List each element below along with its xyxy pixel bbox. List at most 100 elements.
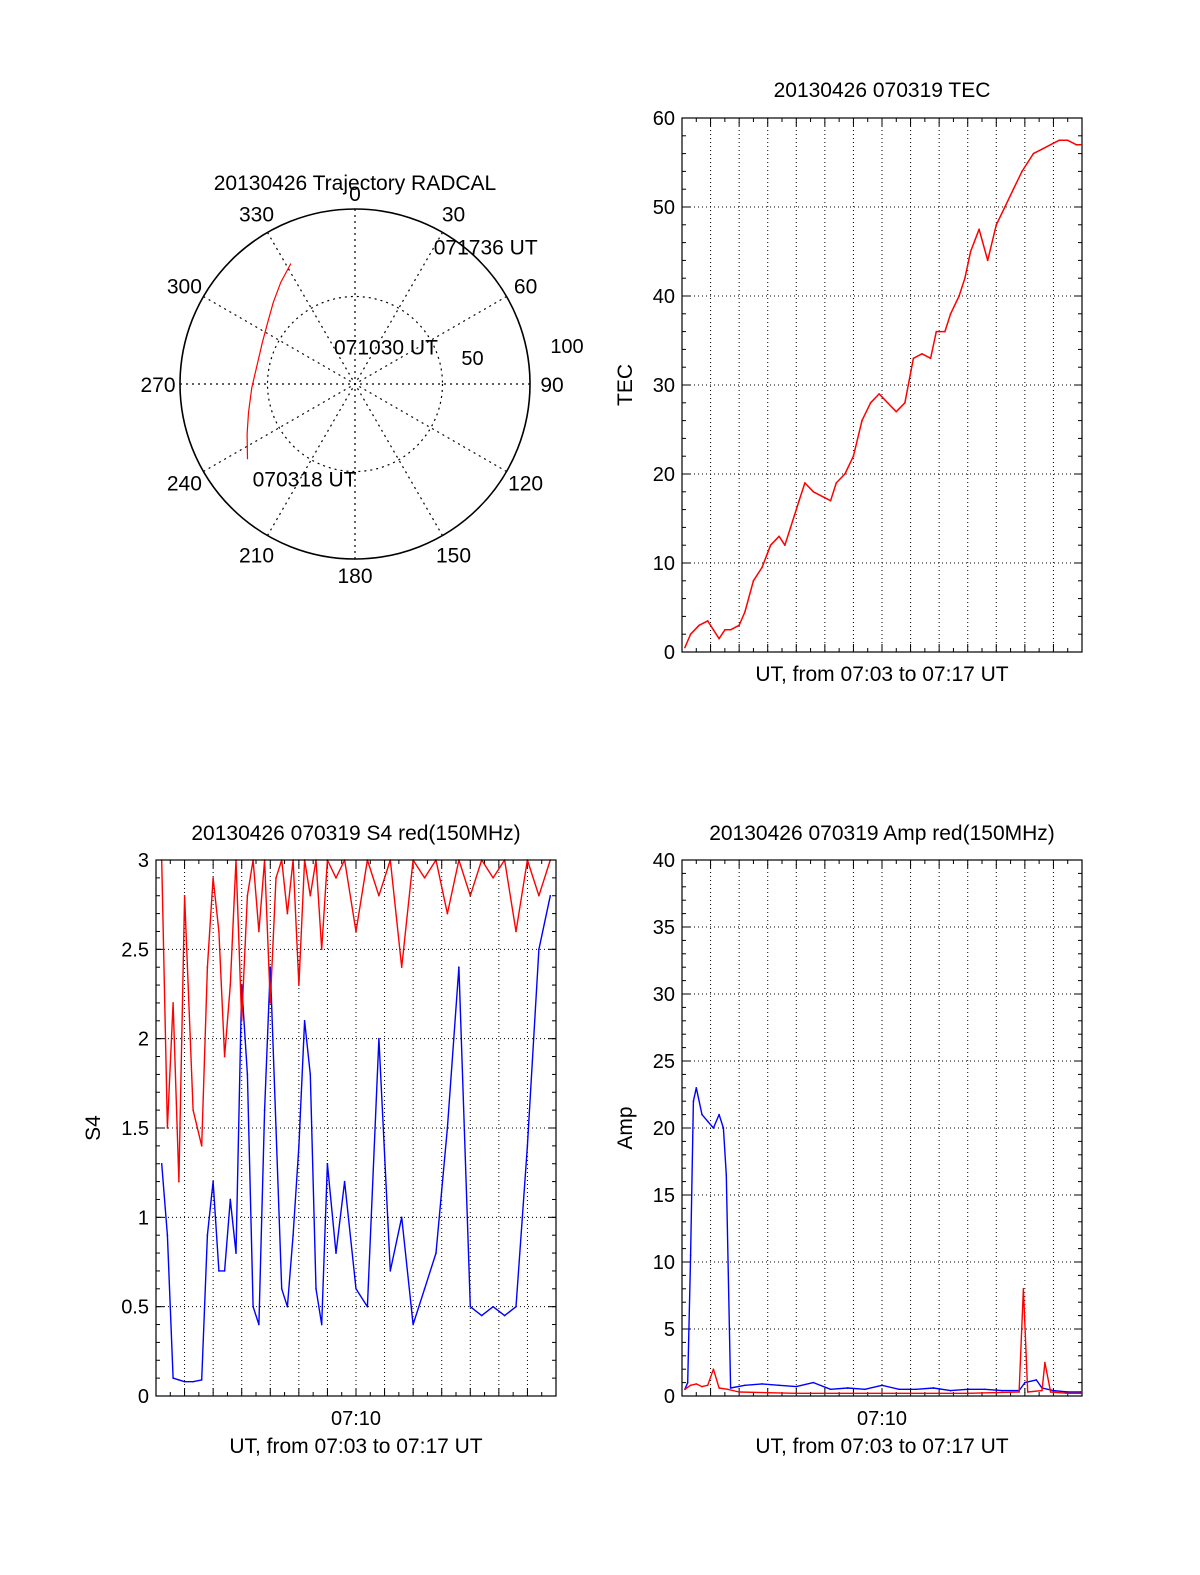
s4-point — [480, 1314, 483, 1317]
s4-point — [423, 877, 426, 879]
amp-point — [778, 1384, 780, 1387]
tec-panel — [681, 117, 1083, 653]
s4-point — [212, 877, 214, 879]
s4-point — [526, 1145, 529, 1147]
s4-point — [309, 894, 312, 897]
tec-frame — [681, 117, 1083, 653]
s4-ytick-label: 0.5 — [121, 1297, 149, 1319]
amp-point — [1049, 1391, 1052, 1393]
amp-point — [686, 1381, 689, 1384]
tec-point — [718, 637, 720, 640]
amp-point — [966, 1388, 969, 1391]
tec-point — [886, 402, 889, 404]
tec-ylabel: TEC — [614, 364, 637, 406]
trajectory-track — [246, 263, 292, 460]
trajectory-angle-label: 60 — [514, 276, 537, 299]
s4-point — [389, 1270, 392, 1272]
s4-point — [252, 1305, 254, 1308]
trajectory-angle-label: 240 — [167, 473, 202, 496]
s4-point — [183, 894, 186, 897]
amp-point — [1024, 1381, 1026, 1384]
trajectory-angle-label: 120 — [508, 473, 543, 496]
s4-point — [515, 1305, 517, 1308]
s4-point — [269, 966, 272, 968]
s4-point — [246, 894, 249, 897]
s4-point — [378, 894, 380, 897]
amp-point — [1035, 1379, 1038, 1381]
s4-point — [315, 1288, 317, 1290]
s4-point — [538, 894, 540, 897]
s4-point — [469, 894, 472, 897]
s4-panel — [155, 859, 557, 1397]
trajectory-angle-label: 210 — [239, 545, 274, 568]
tec-point — [969, 250, 972, 253]
amp-point — [738, 1391, 740, 1393]
tec-point — [949, 313, 952, 315]
amp-series-red — [684, 1288, 1081, 1395]
s4-point — [446, 1127, 449, 1129]
s4-xlabel: UT, from 07:03 to 07:17 UT — [229, 1435, 482, 1458]
trajectory-radial-label: 50 — [461, 348, 483, 370]
amp-ytick-label: 25 — [653, 1051, 675, 1073]
tec-point — [1041, 148, 1043, 150]
s4-point — [172, 1377, 174, 1379]
s4-point — [355, 1288, 357, 1290]
s4-point — [286, 1305, 289, 1308]
amp-point — [744, 1384, 746, 1387]
amp-point — [701, 1385, 703, 1388]
amp-point — [1026, 1391, 1029, 1393]
amp-xtick-label: 07:10 — [857, 1408, 907, 1430]
tec-point — [729, 628, 732, 631]
s4-point — [286, 912, 289, 915]
trajectory-angle-label: 180 — [337, 565, 372, 588]
s4-point — [223, 1270, 226, 1272]
amp-point — [966, 1392, 969, 1395]
amp-point — [1001, 1389, 1003, 1392]
amp-point — [695, 1087, 698, 1089]
s4-point — [192, 1380, 194, 1383]
tec-point — [958, 295, 960, 297]
amp-ytick-label: 5 — [664, 1319, 675, 1341]
tec-point — [769, 544, 772, 546]
amp-point — [812, 1381, 815, 1384]
amp-point — [718, 1387, 720, 1389]
s4-point — [200, 1379, 203, 1381]
tec-point — [895, 410, 898, 413]
amp-ytick-label: 35 — [653, 917, 675, 939]
trajectory-angle-label: 90 — [540, 374, 563, 397]
s4-point — [229, 1198, 232, 1201]
tec-point — [812, 491, 815, 493]
amp-point — [695, 1383, 698, 1385]
amp-point — [712, 1368, 715, 1370]
amp-point — [1066, 1392, 1069, 1395]
s4-point — [178, 1379, 180, 1381]
tec-point — [1004, 206, 1006, 208]
tec-point — [1021, 170, 1023, 173]
tec-point — [761, 566, 763, 569]
s4-ytick-label: 2 — [138, 1029, 149, 1051]
trajectory-panel — [179, 208, 531, 560]
tec-point — [986, 259, 989, 262]
s4-xtick-label: 07:10 — [331, 1408, 381, 1430]
s4-point — [412, 1323, 414, 1326]
s4-point — [275, 1127, 277, 1129]
amp-point — [795, 1385, 798, 1388]
tec-point — [878, 393, 880, 395]
amp-ytick-label: 0 — [664, 1386, 675, 1408]
tec-point — [1058, 139, 1060, 142]
tec-ytick-label: 0 — [664, 642, 675, 664]
trajectory-annotation: 071736 UT — [434, 237, 538, 260]
s4-point — [246, 1073, 249, 1076]
amp-xlabel: UT, from 07:03 to 07:17 UT — [755, 1435, 1008, 1458]
tec-point — [1032, 152, 1035, 155]
s4-point — [549, 894, 552, 897]
amp-point — [898, 1388, 900, 1391]
amp-point — [1022, 1288, 1025, 1290]
tec-point — [904, 402, 906, 404]
tec-point — [844, 473, 846, 475]
amp-point — [689, 1254, 692, 1257]
trajectory-outer-ring — [179, 208, 531, 560]
tec-point — [744, 611, 746, 613]
trajectory-radial-label: 100 — [550, 336, 583, 358]
amp-point — [726, 1388, 729, 1391]
